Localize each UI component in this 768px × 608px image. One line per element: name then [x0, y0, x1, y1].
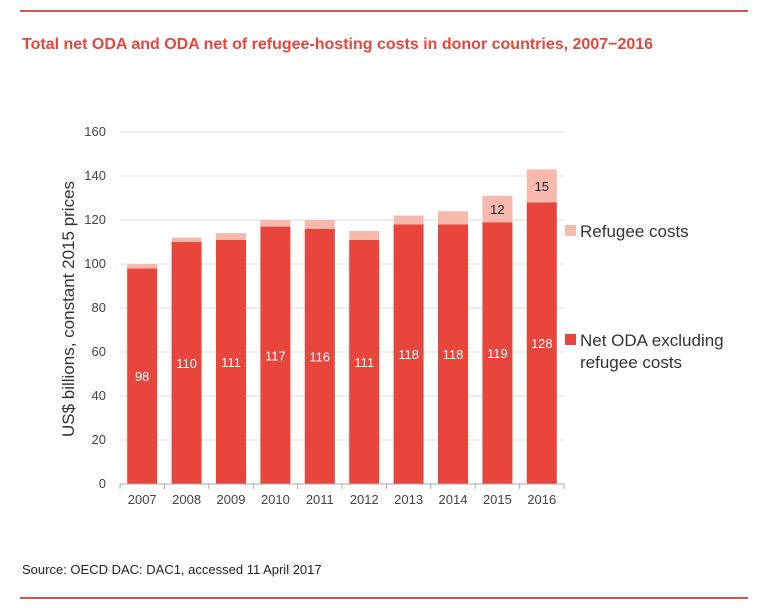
- y-tick-label: 140: [84, 168, 106, 183]
- bar-net-oda-2011: [304, 228, 335, 484]
- bars: 98 110 111 117 116 111 118 118 119 12 128 15: [127, 169, 557, 484]
- bar-net-oda-2013: [393, 224, 424, 484]
- source-note: Source: OECD DAC: DAC1, accessed 11 Apri…: [22, 562, 322, 577]
- bar-refugee-2010: [260, 220, 291, 227]
- x-tick-label: 2013: [394, 492, 423, 507]
- y-tick-label: 20: [92, 432, 106, 447]
- x-tick-label: 2011: [306, 492, 334, 507]
- legend-swatch-refugee: [565, 225, 576, 236]
- y-tick-label: 60: [92, 344, 106, 359]
- y-tick-label: 0: [99, 476, 106, 491]
- bar-refugee-2007: [127, 264, 158, 269]
- bar-net-oda-2009: [216, 239, 246, 484]
- bar-value-label: 116: [309, 349, 330, 364]
- y-tick-label: 100: [84, 256, 106, 271]
- x-tick-label: 2010: [261, 492, 290, 507]
- bar-value-label: 128: [531, 336, 553, 351]
- bar-net-oda-2016: [526, 202, 557, 484]
- bar-value-label: 111: [354, 355, 374, 370]
- bar-net-oda-2008: [171, 242, 202, 484]
- bar-refugee-2008: [171, 237, 202, 242]
- bar-refugee-2016: [526, 169, 557, 203]
- x-tick-label: 2012: [350, 492, 379, 507]
- chart-title: Total net ODA and ODA net of refugee-hos…: [22, 36, 654, 53]
- bar-refugee-2015: [482, 195, 513, 223]
- legend-label-net-oda-line2: refugee costs: [580, 353, 682, 372]
- y-tick-label: 40: [92, 388, 106, 403]
- bar-value-label: 110: [176, 356, 197, 371]
- x-axis-ticks: 2007 2008 2009 2010 2011 2012 2013 2014 2015 2016: [119, 484, 565, 507]
- y-axis-label: US$ billions, constant 2015 prices: [59, 181, 78, 437]
- x-tick-label: 2009: [217, 492, 246, 507]
- bar-net-oda-2012: [349, 239, 380, 484]
- bar-refugee-2012: [349, 231, 380, 240]
- bar-refugee-2011: [304, 220, 335, 229]
- bar-refugee-2014: [438, 211, 468, 225]
- y-tick-label: 160: [84, 124, 106, 139]
- bar-value-label: 119: [487, 346, 508, 361]
- bar-value-label: 98: [135, 369, 149, 384]
- legend: Refugee costs Net ODA excluding refugee …: [565, 222, 724, 372]
- refugee-value-label: 12: [490, 202, 504, 217]
- x-tick-label: 2008: [172, 492, 201, 507]
- bar-value-label: 118: [443, 347, 464, 362]
- y-tick-label: 80: [92, 300, 106, 315]
- bar-refugee-2009: [216, 233, 246, 240]
- legend-label-net-oda-line1: Net ODA excluding: [580, 331, 724, 350]
- legend-label-refugee: Refugee costs: [580, 222, 689, 241]
- x-tick-label: 2007: [128, 492, 157, 507]
- bar-net-oda-2015: [482, 222, 513, 484]
- bar-value-label: 111: [221, 355, 241, 370]
- bar-net-oda-2014: [438, 224, 468, 484]
- bar-refugee-2013: [393, 215, 424, 225]
- y-axis-ticks: 0 20 40 60 80 100 120 140 160: [84, 124, 106, 491]
- bar-value-label: 118: [398, 347, 419, 362]
- bar-value-label: 117: [265, 348, 286, 363]
- x-tick-label: 2016: [527, 492, 556, 507]
- refugee-value-label: 15: [535, 179, 549, 194]
- top-rule: [20, 10, 748, 12]
- y-tick-label: 120: [84, 212, 106, 227]
- bottom-rule: [20, 597, 748, 599]
- legend-swatch-net-oda: [565, 334, 576, 345]
- bar-net-oda-2010: [260, 226, 291, 484]
- bar-net-oda-2007: [127, 268, 158, 484]
- x-tick-label: 2014: [439, 492, 468, 507]
- x-tick-label: 2015: [483, 492, 512, 507]
